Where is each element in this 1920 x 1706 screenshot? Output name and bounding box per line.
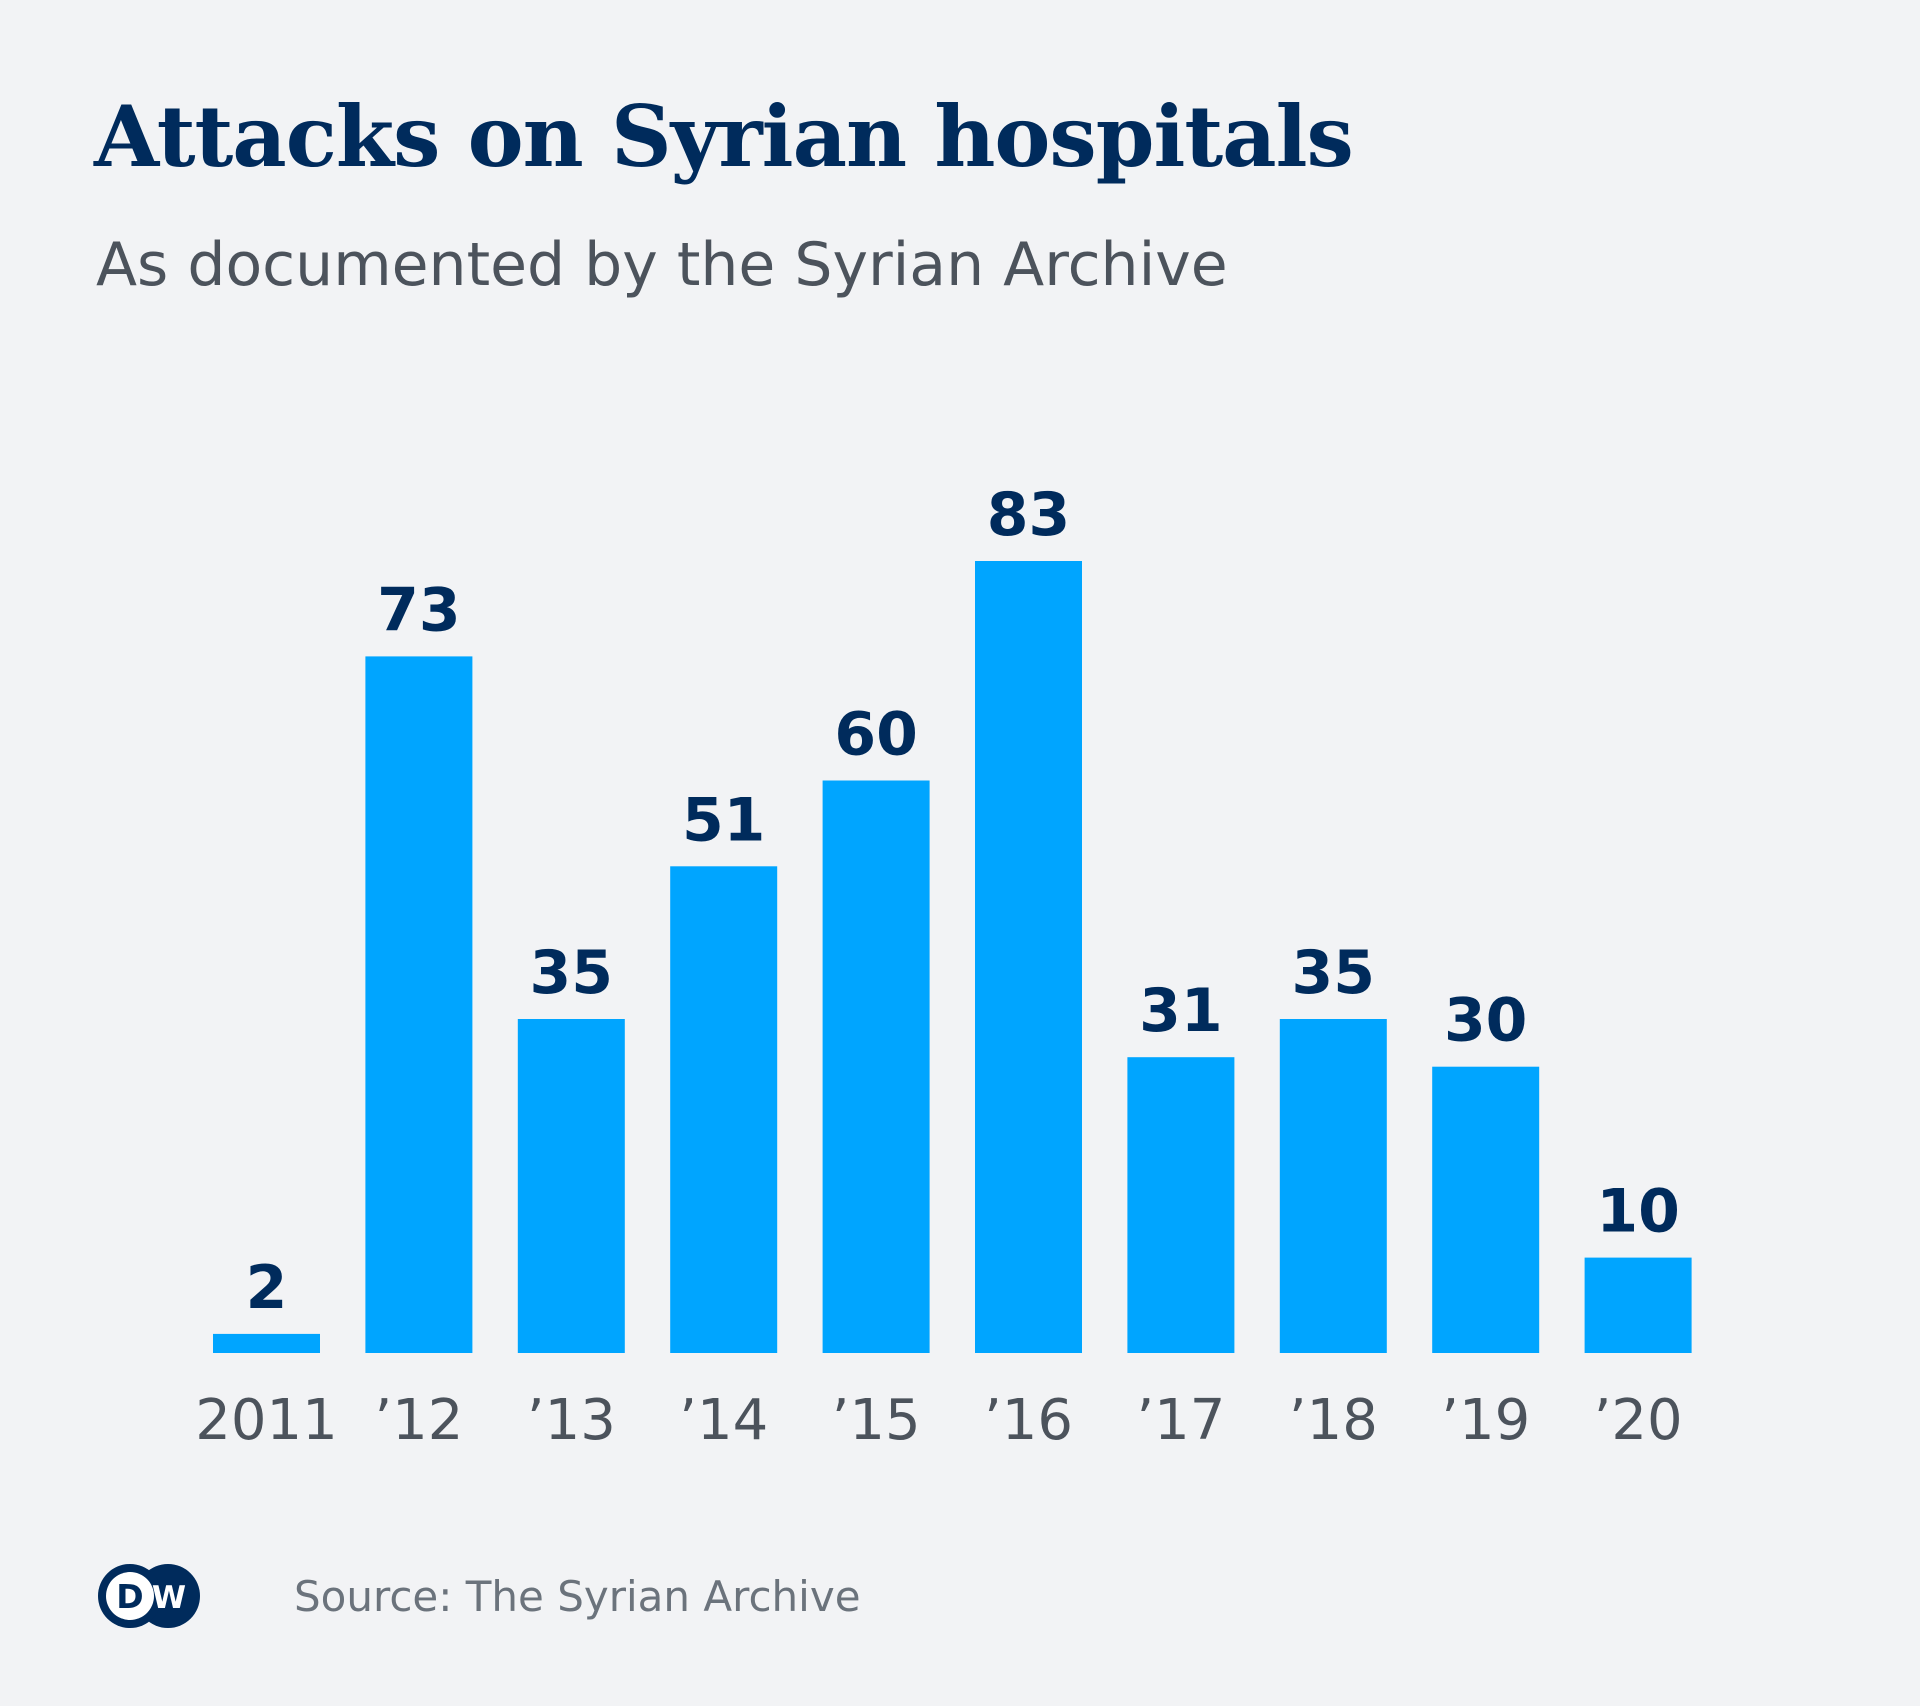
bar-1 [365, 656, 473, 1353]
x-tick-label-3: ’14 [679, 1388, 768, 1453]
x-tick-label-9: ’20 [1594, 1388, 1683, 1453]
dw-logo-icon: D W [98, 1564, 200, 1628]
value-label-2: 35 [530, 938, 614, 1008]
x-tick-label-4: ’15 [832, 1388, 921, 1453]
value-label-5: 83 [987, 480, 1071, 550]
value-label-9: 10 [1596, 1177, 1680, 1247]
x-tick-label-6: ’17 [1136, 1388, 1225, 1453]
bar-4 [822, 780, 930, 1353]
x-tick-label-1: ’12 [374, 1388, 463, 1453]
x-tick-label-2: ’13 [527, 1388, 616, 1453]
bar-0 [213, 1333, 320, 1353]
x-tick-label-8: ’19 [1441, 1388, 1530, 1453]
value-label-7: 35 [1292, 938, 1376, 1008]
bar-3 [670, 866, 778, 1353]
x-tick-label-7: ’18 [1289, 1388, 1378, 1453]
x-tick-label-0: 2011 [195, 1388, 338, 1453]
value-label-1: 73 [377, 575, 461, 645]
bar-5 [975, 561, 1082, 1353]
bar-7 [1279, 1019, 1387, 1353]
value-label-3: 51 [682, 785, 766, 855]
logo-letter-w: W [152, 1580, 186, 1616]
value-label-4: 60 [834, 700, 918, 770]
x-tick-label-5: ’16 [984, 1388, 1073, 1453]
x-tick-labels-group: 2011 ’12 ’13 ’14 ’15 ’16 ’17 ’18 ’19 ’20 [195, 1388, 1682, 1453]
value-labels-group: 2 73 35 51 60 83 31 35 30 10 [246, 480, 1680, 1323]
bar-9 [1584, 1257, 1692, 1353]
bar-2 [517, 1019, 625, 1353]
bar-8 [1432, 1066, 1540, 1353]
bar-6 [1127, 1057, 1235, 1353]
source-note: Source: The Syrian Archive [294, 1571, 861, 1621]
bars-group [213, 561, 1692, 1353]
value-label-8: 30 [1444, 986, 1528, 1056]
value-label-0: 2 [246, 1253, 288, 1323]
chart-title: Attacks on Syrian hospitals [94, 87, 1354, 186]
footer: D W Source: The Syrian Archive [96, 1562, 861, 1630]
chart-subtitle: As documented by the Syrian Archive [96, 230, 1228, 300]
value-label-6: 31 [1139, 976, 1223, 1046]
logo-letter-d: D [116, 1577, 143, 1616]
